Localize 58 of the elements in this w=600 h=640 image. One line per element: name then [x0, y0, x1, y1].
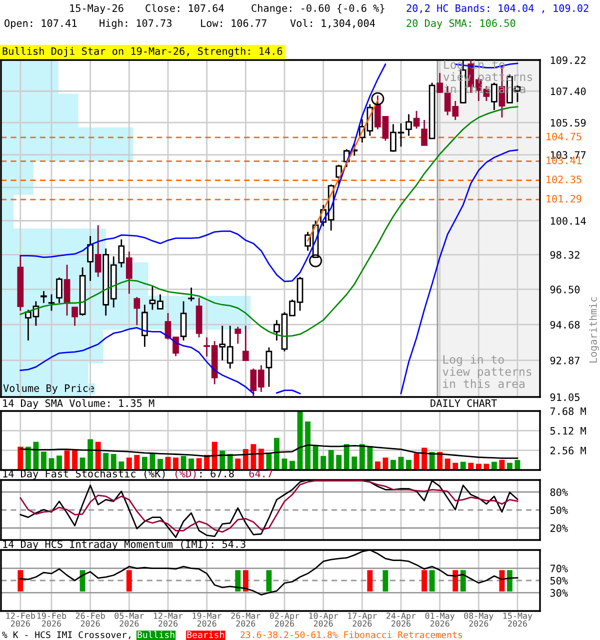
x-tick-label: 05-Mar 2026 [114, 612, 144, 627]
text: Close: 107.64 [146, 4, 224, 12]
y-tick-label: 5.12 M [550, 427, 586, 435]
y-tick-label: 96.50 [550, 286, 580, 294]
chart-title: 14 Day HCS Intraday Momentum (IMI): 54.3 [3, 540, 246, 550]
text: 23.6-38.2-50-61.8% Fibonacci Retracements [240, 631, 462, 638]
ref-line-label: 102.35 [546, 176, 582, 184]
y-axis-title: Logarithmic [589, 297, 599, 363]
y-tick-label: 91.05 [550, 393, 580, 402]
band-label: Log in to view patterns in this area [442, 354, 532, 388]
x-tick-label: 02-Apr 2026 [270, 612, 300, 627]
y-tick-label: 103.77 [550, 151, 586, 159]
y-tick-label: 94.68 [550, 320, 580, 329]
y-tick-label: 80% [550, 488, 568, 496]
y-tick-label: 105.59 [550, 118, 586, 127]
y-tick-label: 50% [550, 576, 568, 585]
y-tick-label: 92.87 [550, 356, 580, 364]
text: DAILY CHART [430, 399, 497, 407]
y-tick-label: 100.14 [550, 217, 586, 225]
legend-title: % K - HCS IMI Crossover, [2, 631, 130, 640]
annotation: 64.7 [249, 470, 272, 478]
y-tick-label: 70% [550, 564, 568, 572]
text: Change: -0.60 {-0.6 %} [252, 4, 384, 14]
text: 15-May-26 [70, 4, 124, 14]
x-tick-label: 01-May 2026 [425, 612, 455, 627]
chart-title: Bullish Doji Star on 19-Mar-26, Strength: 14.6 [2, 47, 282, 57]
y-tick-label: 20% [550, 524, 568, 532]
x-tick-label: 26-Feb 2026 [76, 612, 105, 627]
x-tick-label: 15-May 2026 [503, 612, 532, 627]
y-tick-label: 30% [550, 589, 568, 597]
text: Bearish [187, 631, 224, 638]
x-tick-label: 10-Apr 2026 [309, 612, 338, 627]
y-tick-label: 98.32 [550, 251, 580, 259]
text: Low: 106.77 [201, 19, 266, 27]
y-tick-label: 2.56 M [550, 446, 586, 454]
x-tick-label: 08-May 2026 [464, 612, 494, 627]
x-tick-label: 24-Apr 2026 [386, 612, 416, 627]
y-tick-label: 109.22 [550, 56, 586, 64]
x-tick-label: 17-Apr 2026 [348, 612, 377, 627]
y-tick-label: 107.40 [550, 87, 586, 96]
text: Vol: 1,304,004 [290, 19, 375, 28]
ref-line-label: 101.29 [546, 194, 582, 203]
ref-line-label: 104.75 [546, 132, 582, 140]
text: 20,2 HC Bands: 104.04 , 109.02 [406, 4, 588, 14]
x-tick-label: 12-Mar 2026 [154, 612, 183, 627]
x-tick-label: 26-Mar 2026 [231, 612, 260, 627]
x-tick-label: 19-Feb 2026 [37, 612, 66, 627]
text: High: 107.73 [100, 19, 172, 29]
ref-line-label: 103.41 [546, 156, 582, 164]
annotation: (%D) [175, 470, 196, 479]
x-tick-label: 19-Mar 2026 [192, 612, 222, 627]
y-tick-label: 50% [550, 506, 568, 514]
text: Bullish [138, 631, 174, 638]
text: Open: 107.41 [4, 19, 77, 29]
text: 20 Day SMA: 106.50 [406, 19, 516, 29]
chart-title: 14 Day SMA Volume: 1.35 M [3, 399, 154, 409]
x-tick-label: 12-Feb 2026 [6, 612, 35, 627]
y-tick-label: 7.68 M [550, 407, 586, 416]
